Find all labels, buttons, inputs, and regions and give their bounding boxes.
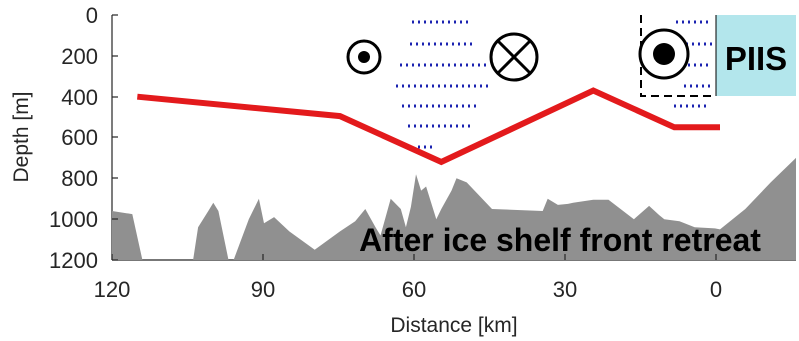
- x-tick-label: 30: [553, 277, 577, 302]
- caption-label: After ice shelf front retreat: [359, 222, 761, 258]
- y-tick-label: 1200: [49, 248, 98, 273]
- y-tick-label: 200: [61, 44, 98, 69]
- out-of-page-symbol: [346, 39, 382, 75]
- y-tick-label: 0: [86, 3, 98, 28]
- x-tick-label: 0: [710, 277, 722, 302]
- x-tick-label: 120: [94, 277, 131, 302]
- x-ticks: [111, 254, 717, 260]
- flow-dots-front: [674, 20, 712, 108]
- bathymetry-area: [112, 157, 796, 260]
- y-tick-label: 1000: [49, 207, 98, 232]
- y-tick-label: 400: [61, 85, 98, 110]
- x-tick-label: 90: [251, 277, 275, 302]
- x-tick-label: 60: [402, 277, 426, 302]
- flow-dots-central: [396, 20, 488, 149]
- y-ticks: [112, 14, 118, 261]
- out-of-page-symbol-large: [638, 28, 690, 80]
- into-page-symbol: [489, 32, 539, 82]
- front-line: [137, 87, 720, 166]
- x-axis-label: Distance [km]: [390, 314, 517, 337]
- y-tick-label: 800: [61, 166, 98, 191]
- y-axis-label: Depth [m]: [10, 91, 33, 182]
- former-front-box: [640, 15, 716, 97]
- y-tick-label: 600: [61, 125, 98, 150]
- ice-shelf-label: PIIS: [725, 40, 787, 77]
- ice-shelf-block: [716, 15, 796, 96]
